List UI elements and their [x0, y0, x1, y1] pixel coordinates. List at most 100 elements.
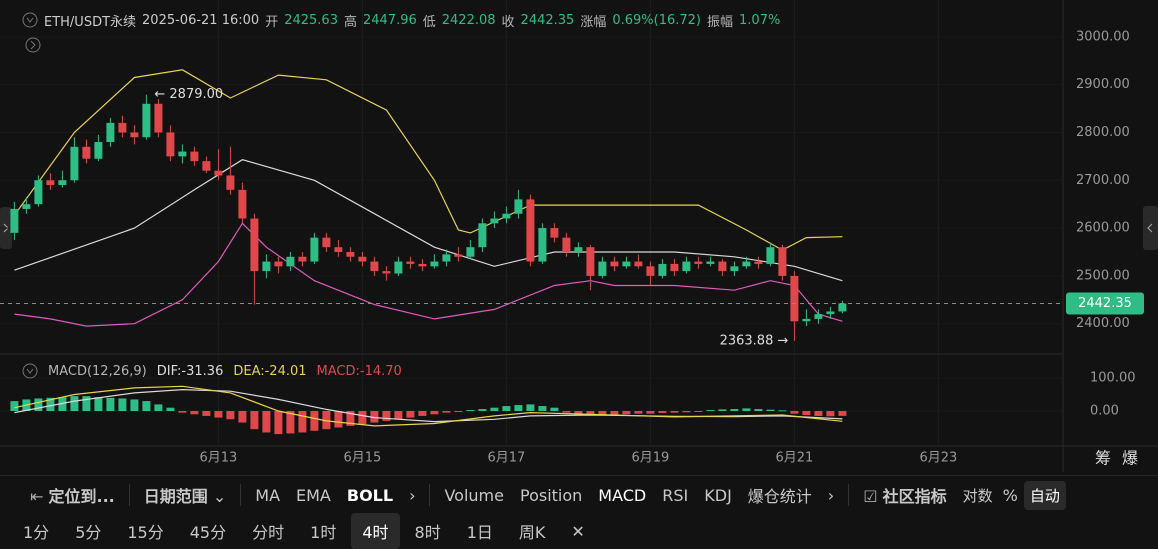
macd-bar — [514, 405, 523, 411]
candle-body — [58, 180, 67, 186]
community-button[interactable]: ☑ 社区指标 — [863, 487, 947, 506]
candle-body — [250, 218, 259, 272]
macd-bar — [550, 407, 559, 411]
macd-bar — [802, 411, 811, 415]
candle-body — [706, 261, 715, 264]
macd-bar — [622, 411, 631, 415]
macd-legend: MACD(12,26,9) DIF:-31.36 DEA:-24.01 MACD… — [22, 363, 402, 379]
expand-icon[interactable] — [30, 40, 36, 50]
collapse-icon[interactable] — [22, 363, 38, 379]
candle-body — [262, 261, 271, 272]
macd-bar — [70, 396, 79, 411]
candle-body — [322, 237, 331, 248]
x-tick-label: 6月17 — [487, 451, 525, 466]
log-button[interactable]: 对数 — [962, 486, 993, 505]
candle-body — [154, 103, 163, 133]
candle-body — [94, 142, 103, 159]
main-indicator[interactable]: MA — [255, 485, 281, 505]
macd-bar — [34, 398, 43, 411]
candle-body — [790, 275, 799, 322]
macd-bar — [154, 404, 163, 411]
y-tick-label: 2800.00 — [1076, 125, 1130, 140]
macd-bar — [466, 410, 475, 412]
interval-button[interactable]: 1时 — [310, 523, 337, 542]
macd-bar — [430, 411, 439, 415]
symbol: ETH/USDT永续 — [44, 14, 137, 30]
interval-button[interactable]: 5分 — [75, 523, 102, 542]
macd-bar — [838, 411, 847, 416]
boll-mid-line — [14, 159, 843, 282]
candle-body — [766, 247, 775, 264]
sub-indicator[interactable]: RSI — [662, 485, 689, 505]
macd-bar — [214, 411, 223, 418]
sub-indicator[interactable]: MACD — [598, 485, 647, 505]
interval-button[interactable]: 周K — [518, 523, 546, 542]
interval-button[interactable]: 分时 — [252, 523, 285, 542]
macd-bar — [574, 411, 583, 414]
label: 低 — [422, 14, 436, 30]
interval-button[interactable]: 8时 — [414, 523, 441, 542]
candle-body — [646, 266, 655, 276]
y-tick-label: 100.00 — [1090, 371, 1136, 386]
candle-body — [118, 122, 127, 133]
label: 涨幅 — [580, 14, 607, 30]
candle-body — [562, 237, 571, 252]
label: 开 — [265, 14, 279, 30]
macd-bar — [778, 410, 787, 412]
interval-button[interactable]: 15分 — [127, 523, 164, 542]
macd-bar — [178, 411, 187, 413]
locate-button[interactable]: ⇤ 定位到... — [30, 487, 115, 506]
candle-body — [574, 247, 583, 252]
candle-body — [622, 261, 631, 267]
sub-indicator[interactable]: Volume — [444, 485, 504, 505]
candle-body — [838, 303, 847, 312]
macd-bar — [130, 399, 139, 411]
collapse-icon[interactable] — [22, 12, 38, 28]
ohlc-header: ETH/USDT永续 2025-06-21 16:00 开 2425.63 高 24… — [22, 10, 780, 30]
expand-icon[interactable] — [25, 37, 41, 53]
macd-bar — [358, 411, 367, 425]
side-button[interactable]: 筹 — [1095, 449, 1111, 468]
main-indicator[interactable]: EMA — [296, 485, 331, 505]
candle-body — [46, 180, 55, 186]
sub-indicator[interactable]: Position — [519, 485, 583, 505]
y-tick-label: 0.00 — [1090, 404, 1119, 419]
y-tick-label: 2900.00 — [1076, 77, 1130, 92]
macd-bar — [790, 411, 799, 414]
close-button[interactable]: ✕ — [571, 521, 585, 541]
auto-button[interactable]: 自动 — [1023, 480, 1066, 510]
interval-button[interactable]: 1日 — [466, 523, 493, 542]
side-handle[interactable] — [1147, 223, 1153, 233]
x-tick-label: 6月13 — [199, 451, 237, 466]
candle-body — [418, 263, 427, 267]
macd-bar — [190, 411, 199, 415]
value: 0.69%(16.72) — [612, 12, 701, 28]
date-range-button[interactable]: 日期范围 ⌄ — [143, 487, 227, 506]
macd-bar — [106, 397, 115, 411]
side-handle[interactable] — [1143, 206, 1158, 250]
main-indicator[interactable]: BOLL — [346, 485, 394, 505]
candle-body — [538, 228, 547, 262]
value: 2447.96 — [362, 12, 417, 28]
macd-bar — [322, 411, 331, 430]
interval-button[interactable]: 1分 — [23, 523, 50, 542]
y-tick-label: 2600.00 — [1076, 221, 1130, 236]
candle-body — [826, 311, 835, 315]
macd-bar — [766, 409, 775, 411]
sub-indicator[interactable]: 爆仓统计 — [747, 487, 812, 506]
interval-button[interactable]: 4时 — [351, 513, 400, 549]
interval-button[interactable]: 45分 — [189, 523, 227, 542]
percent-button[interactable]: % — [1002, 485, 1018, 505]
candle-body — [682, 261, 691, 272]
value: 2442.35 — [520, 12, 575, 28]
macd-bar — [46, 397, 55, 411]
more-icon[interactable]: › — [409, 485, 416, 505]
macd-bar — [586, 411, 595, 415]
more-icon[interactable]: › — [827, 485, 835, 505]
candle-body — [214, 170, 223, 176]
candle-body — [754, 261, 763, 264]
sub-indicator[interactable]: KDJ — [704, 485, 732, 505]
candle-body — [358, 256, 367, 262]
side-button[interactable]: 爆 — [1122, 449, 1138, 468]
candle-body — [586, 247, 595, 276]
